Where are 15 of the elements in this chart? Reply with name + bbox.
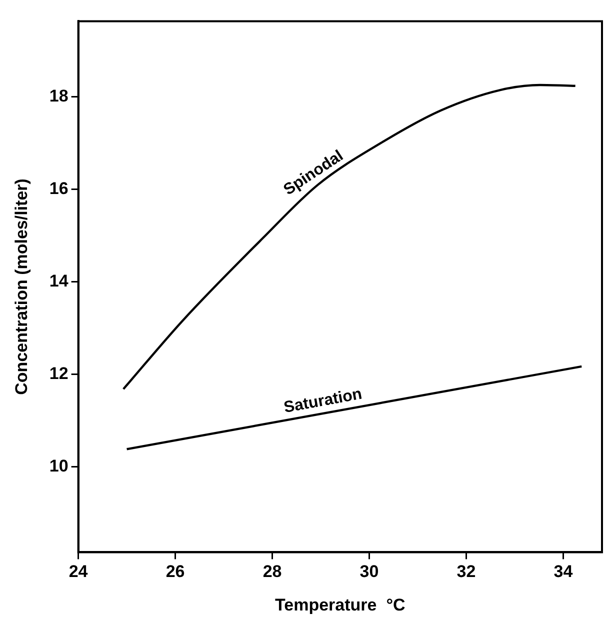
x-tick-label: 28 — [262, 562, 282, 582]
y-tick-label: 12 — [49, 364, 68, 383]
y-tick-label: 14 — [49, 272, 69, 291]
line-series — [122, 84, 576, 390]
x-axis-title: Temperature °C — [275, 595, 406, 614]
y-tick-label: 10 — [49, 456, 68, 476]
text: Saturation — [282, 386, 364, 417]
y-axis-title: Concentration (moles/liter) — [12, 178, 31, 395]
y-tick-label: 18 — [49, 86, 68, 106]
x-tick-label: 26 — [166, 562, 185, 582]
x-tick-label: 30 — [360, 562, 379, 582]
y-tick-label: 16 — [49, 179, 68, 198]
x-tick-label: 32 — [456, 562, 476, 582]
x-tick-label: 24 — [68, 562, 88, 582]
x-tick-label: 34 — [554, 562, 574, 582]
